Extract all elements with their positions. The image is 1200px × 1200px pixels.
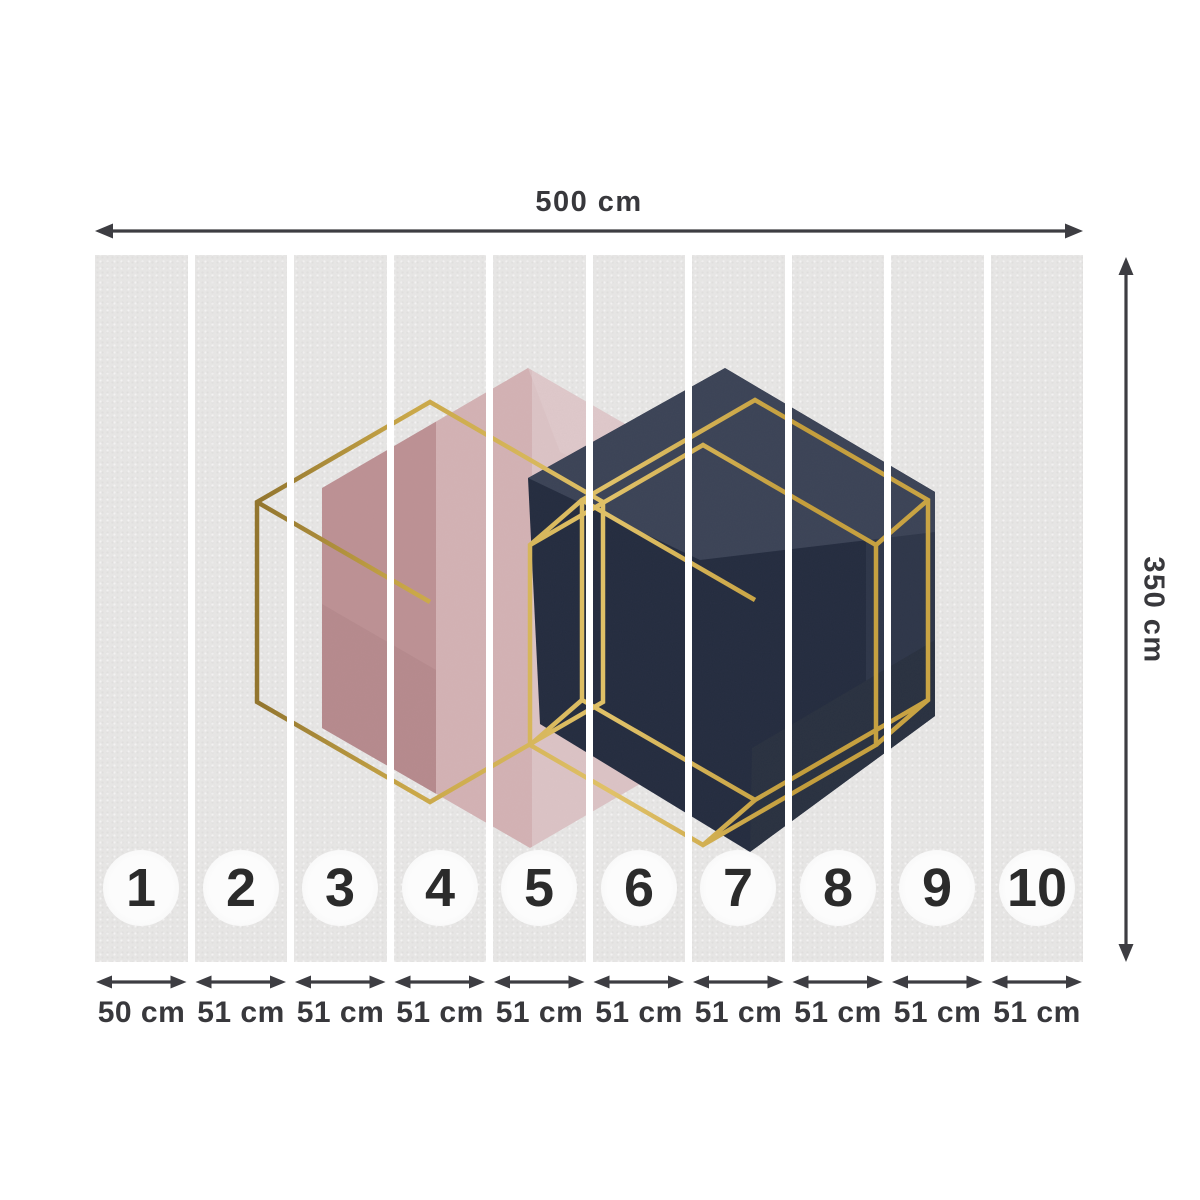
height-ruler-label: 350 cm [1137, 556, 1170, 664]
panel-number-badge: 2 [203, 850, 279, 926]
panel-width-label: 51 cm [495, 996, 584, 1029]
panel-width-label: 51 cm [993, 996, 1081, 1029]
panel-width-label: 51 cm [197, 996, 285, 1029]
panel-number: 4 [424, 858, 456, 918]
panel-width-arrow-icon [394, 975, 485, 989]
panel-width-label: 51 cm [694, 996, 783, 1029]
panel-divider [486, 255, 493, 962]
panel-width-arrow-icon [693, 975, 784, 989]
wallpaper-preview: 1 2 3 4 5 6 7 8 9 10 [95, 255, 1083, 962]
panel-number: 2 [225, 858, 257, 918]
panel-width-label: 51 cm [794, 996, 882, 1029]
panel-number: 5 [523, 858, 555, 918]
panel-width-arrow-icon [892, 975, 983, 989]
panel-number: 3 [324, 858, 356, 918]
panel-number: 8 [822, 858, 854, 918]
panel-number-badge: 7 [700, 850, 776, 926]
panel-number-badge: 4 [402, 850, 478, 926]
panel-width-arrow-icon [195, 975, 286, 989]
panel-width-label: 51 cm [893, 996, 982, 1029]
panel-number: 1 [125, 858, 157, 918]
panel-number-badge: 9 [899, 850, 975, 926]
panel-divider [187, 255, 195, 962]
panel-number-badge: 5 [501, 850, 577, 926]
panel-number-badge: 3 [302, 850, 378, 926]
panel-number-badge: 8 [800, 850, 876, 926]
width-ruler-label: 500 cm [535, 186, 643, 218]
panel-width-label: 50 cm [97, 996, 186, 1029]
panel-number: 9 [921, 858, 953, 918]
panel-width-label: 51 cm [595, 996, 683, 1029]
panel-width-arrow-icon [593, 975, 684, 989]
panel-number-badge: 10 [999, 850, 1075, 926]
panel-divider [983, 255, 991, 962]
panel-divider [386, 255, 394, 962]
height-arrow-icon [1118, 257, 1134, 962]
panel-number: 7 [722, 858, 754, 918]
panel-divider [685, 255, 692, 962]
panel-divider [585, 255, 593, 962]
gold-wireframes [254, 397, 931, 848]
width-arrow-icon [95, 223, 1083, 239]
panel-width-label: 51 cm [396, 996, 484, 1029]
panel-number-badge: 6 [601, 850, 677, 926]
panel-number: 6 [623, 858, 655, 918]
panel-number: 10 [1006, 858, 1068, 918]
panel-divider [784, 255, 792, 962]
panel-divider [287, 255, 294, 962]
panel-width-arrow-icon [295, 975, 386, 989]
panel-width-arrow-icon [494, 975, 585, 989]
panel-divider [884, 255, 891, 962]
panel-width-arrow-icon [96, 975, 187, 989]
panel-width-label: 51 cm [296, 996, 385, 1029]
panel-width-arrow-icon [991, 975, 1082, 989]
panel-number-badge: 1 [103, 850, 179, 926]
panel-width-arrow-icon [792, 975, 883, 989]
